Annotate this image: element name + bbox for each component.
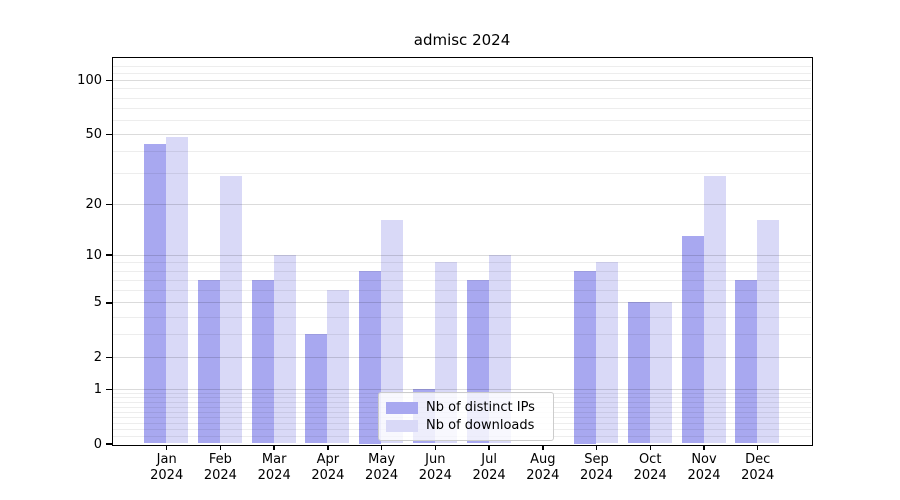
bar-ips-sep [574,270,596,444]
x-axis-tick-label: Jul 2024 [472,452,506,483]
x-axis-tick [380,445,383,450]
bar-ips-may [359,270,382,444]
x-axis-tick-label: Dec 2024 [741,452,775,483]
gridline-minor [112,334,811,336]
bar-ips-nov [681,235,704,444]
y-axis-tick-label: 1 [93,381,102,397]
bar-downloads-apr [327,290,350,444]
bar-downloads-dec [757,220,780,444]
y-axis-tick [106,302,112,304]
bar-downloads-jan [166,137,189,444]
legend-label-downloads: Nb of downloads [426,418,535,433]
x-axis-tick-label: Oct 2024 [633,452,667,483]
legend-item-distinct-ips: Nb of distinct IPs [386,399,546,416]
legend-swatch-distinct-ips-icon [386,401,418,414]
bar-downloads-feb [219,175,242,444]
gridline-minor [112,65,811,67]
x-axis-tick [703,445,705,450]
gridline-major [112,133,811,135]
y-axis-tick-label: 5 [93,295,102,311]
gridline-major [112,254,811,256]
y-axis-tick-label: 50 [85,126,102,142]
y-axis-tick [106,254,112,256]
x-axis-tick-label: Apr 2024 [311,452,345,483]
gridline-minor [112,262,811,264]
gridline-minor [112,119,811,121]
bar-ips-dec [735,279,758,444]
x-axis-tick [756,445,759,450]
x-axis-tick-label: Nov 2024 [687,452,721,483]
gridline-minor [112,97,811,99]
legend: Nb of distinct IPs Nb of downloads [378,392,554,441]
gridline-major [112,302,811,304]
gridline-minor [112,290,811,292]
gridline-minor [112,316,811,318]
y-axis-tick [106,79,112,82]
x-axis-tick-label: Sep 2024 [579,452,614,483]
bar-downloads-oct [649,302,672,444]
bar-ips-apr [305,334,328,444]
bar-ips-jan [144,143,167,444]
bar-ips-oct [627,302,650,444]
x-axis-tick [488,445,490,450]
x-axis-tick [273,445,275,450]
y-axis-tick [106,133,112,136]
legend-swatch-downloads-icon [386,419,418,432]
x-axis-tick-label: Feb 2024 [203,452,237,483]
bar-downloads-nov [703,175,726,444]
y-axis-tick-label: 20 [85,196,102,212]
gridline-major [112,357,811,358]
y-axis-tick-label: 0 [93,436,102,452]
bar-downloads-mar [273,254,296,444]
gridline-minor [112,72,811,74]
gridline-minor [112,279,811,281]
x-axis-tick-label: May 2024 [365,452,399,483]
bar-downloads-sep [596,262,618,444]
chart-title: admisc 2024 [413,31,511,49]
x-axis-tick-label: Aug 2024 [526,452,560,483]
bar-ips-feb [197,279,220,444]
x-axis-tick [595,445,598,450]
y-axis-tick-label: 10 [85,247,102,263]
y-axis-tick [106,356,112,359]
x-axis-tick [434,445,437,450]
y-axis-tick-label: 100 [77,73,102,89]
x-axis-tick [542,445,544,450]
x-axis-tick-label: Mar 2024 [257,452,291,483]
y-axis-tick [106,388,112,391]
gridline-major [112,203,811,205]
x-axis-tick [219,445,222,450]
gridline-minor [112,173,811,175]
plot-area [111,56,813,446]
gridline-major [112,388,811,390]
gridline-minor [112,151,811,153]
gridline-minor [112,88,811,90]
gridline-minor [112,107,811,109]
x-axis-tick [649,445,651,450]
bar-ips-mar [251,279,274,444]
y-axis-tick [106,443,112,445]
gridline-major [112,80,811,82]
bar-downloads-may [381,220,404,444]
y-axis-tick [106,203,112,205]
legend-item-downloads: Nb of downloads [386,417,546,434]
y-axis-tick-label: 2 [93,350,102,365]
x-axis-tick-label: Jan 2024 [150,452,184,483]
x-axis-tick [327,445,329,450]
legend-label-distinct-ips: Nb of distinct IPs [426,400,535,415]
gridline-minor [112,270,811,272]
x-axis-tick [165,445,168,450]
x-axis-tick-label: Jun 2024 [418,452,452,483]
